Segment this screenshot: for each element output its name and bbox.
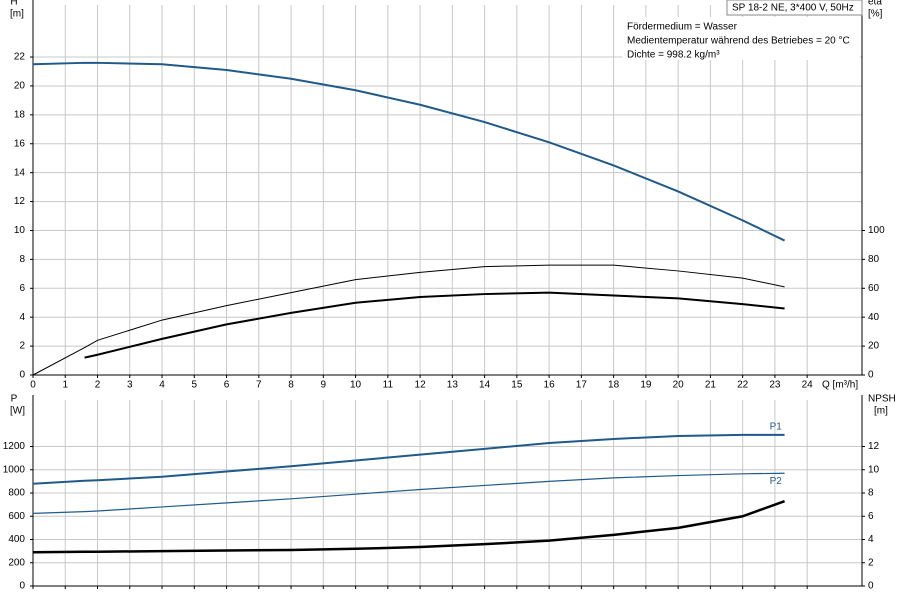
y-tick-label: 18 <box>14 109 26 120</box>
x-tick-label: 18 <box>608 380 620 391</box>
y2-axis-label: NPSH <box>868 394 896 405</box>
x-tick-label: 9 <box>321 380 327 391</box>
y-tick-label: 20 <box>14 81 26 92</box>
y2-tick-label: 0 <box>868 581 874 592</box>
series-line <box>32 499 786 554</box>
y2-tick-label: 10 <box>868 464 880 475</box>
y2-axis-label: [%] <box>868 9 883 20</box>
x-tick-label: 20 <box>673 380 685 391</box>
x-tick-label: 21 <box>705 380 717 391</box>
y-tick-label: 22 <box>14 52 26 63</box>
y-tick-label: 10 <box>14 225 26 236</box>
y2-tick-label: 100 <box>868 225 885 236</box>
y-tick-label: 0 <box>19 370 25 381</box>
x-tick-label: 15 <box>511 380 523 391</box>
y2-axis-label: eta <box>868 0 882 8</box>
annotation: Medientemperatur während des Betriebes =… <box>627 36 850 47</box>
x-tick-label: 13 <box>447 380 459 391</box>
y-tick-label: 16 <box>14 138 26 149</box>
y-tick-label: 4 <box>19 312 25 323</box>
x-tick-label: 6 <box>224 380 230 391</box>
y-tick-label: 400 <box>8 534 25 545</box>
x-tick-label: 24 <box>802 380 814 391</box>
y-axis-label: [m] <box>10 9 24 20</box>
series-line <box>32 61 786 242</box>
y-axis-label: H <box>10 0 17 8</box>
y-tick-label: 2 <box>19 341 25 352</box>
annotation-box <box>622 17 860 60</box>
x-tick-label: 1 <box>62 380 68 391</box>
x-tick-label: 0 <box>30 380 36 391</box>
y2-axis-label: [m] <box>874 406 888 417</box>
x-axis-label: Q [m³/h] <box>822 380 858 391</box>
x-tick-label: 22 <box>737 380 749 391</box>
series-label: P2 <box>770 476 783 487</box>
x-tick-label: 11 <box>383 380 394 391</box>
y-tick-label: 600 <box>8 511 25 522</box>
series-line <box>84 291 785 359</box>
y2-tick-label: 60 <box>868 283 880 294</box>
y2-tick-label: 12 <box>868 441 880 452</box>
y2-tick-label: 6 <box>868 511 874 522</box>
y-tick-label: 12 <box>14 196 26 207</box>
annotation: Dichte = 998.2 kg/m³ <box>627 50 720 61</box>
y-axis-label: P <box>11 394 18 405</box>
x-tick-label: 10 <box>350 380 362 391</box>
x-tick-label: 5 <box>192 380 198 391</box>
x-tick-label: 17 <box>576 380 588 391</box>
x-tick-label: 4 <box>159 380 165 391</box>
y-axis-label: [W] <box>10 406 25 417</box>
y-tick-label: 0 <box>19 581 25 592</box>
chart-title: SP 18-2 NE, 3*400 V, 50Hz <box>732 3 854 14</box>
x-tick-label: 14 <box>479 380 491 391</box>
series-line <box>32 264 785 376</box>
y-tick-label: 1200 <box>3 441 26 452</box>
y2-tick-label: 20 <box>868 341 880 352</box>
y-tick-label: 8 <box>19 254 25 265</box>
y-tick-label: 800 <box>8 488 25 499</box>
y2-tick-label: 80 <box>868 254 880 265</box>
x-tick-label: 7 <box>256 380 262 391</box>
series-label: P1 <box>770 422 783 433</box>
x-tick-label: 3 <box>127 380 133 391</box>
x-tick-label: 23 <box>769 380 781 391</box>
title-box <box>726 0 863 16</box>
x-tick-label: 19 <box>640 380 652 391</box>
series-line <box>32 433 785 485</box>
y-tick-label: 14 <box>14 167 26 178</box>
y2-tick-label: 40 <box>868 312 880 323</box>
y-tick-label: 6 <box>19 283 25 294</box>
y2-tick-label: 8 <box>868 488 874 499</box>
x-tick-label: 2 <box>95 380 101 391</box>
x-tick-label: 8 <box>288 380 294 391</box>
x-tick-label: 12 <box>415 380 427 391</box>
y-tick-label: 1000 <box>3 464 26 475</box>
y2-tick-label: 4 <box>868 534 874 545</box>
x-tick-label: 16 <box>544 380 556 391</box>
y-tick-label: 200 <box>8 557 25 568</box>
y2-tick-label: 2 <box>868 557 874 568</box>
series-line <box>32 472 785 514</box>
y2-tick-label: 0 <box>868 370 874 381</box>
annotation: Fördermedium = Wasser <box>627 22 738 33</box>
